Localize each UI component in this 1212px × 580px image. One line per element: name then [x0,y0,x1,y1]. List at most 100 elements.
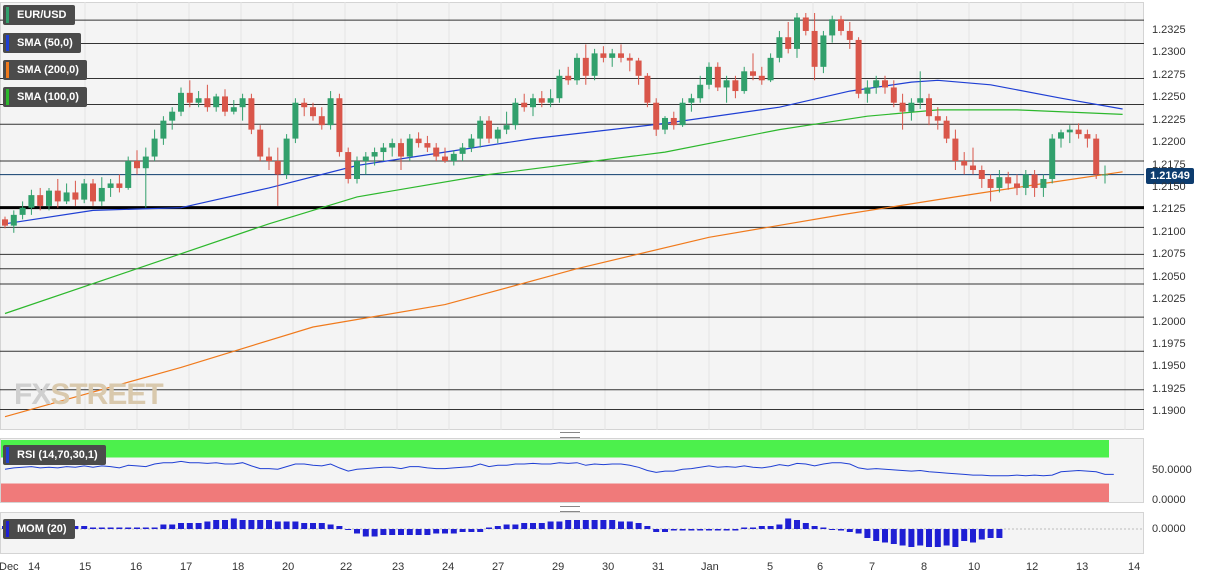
candle-up [591,53,598,76]
legend-label: RSI (14,70,30,1) [17,449,98,461]
momentum-bar [679,529,686,531]
candle-up [160,120,167,139]
momentum-bar [829,529,836,530]
price-chart-panel[interactable] [0,2,1144,430]
candle-down [926,98,932,117]
momentum-bar [72,526,79,529]
price-axis-tick: 1.2000 [1152,315,1186,328]
momentum-bar [512,524,519,529]
candle-up [98,187,105,202]
candle-down [90,183,96,202]
momentum-bar [169,524,176,529]
candle-down [134,161,140,169]
legend-label: SMA (200,0) [17,64,79,76]
candle-down [301,102,308,108]
price-axis-tick: 1.1950 [1152,360,1186,373]
momentum-bar [318,523,325,529]
momentum-bar [266,520,272,529]
candle-up [679,102,686,126]
momentum-bar [882,529,888,543]
date-axis-tick: 18 [232,561,245,573]
rsi-line [4,460,1114,477]
candle-up [380,147,387,153]
candle-up [477,120,484,139]
rsi-tick-0: 0.0000 [1152,494,1186,506]
momentum-bar [934,529,941,547]
legend-mom[interactable]: MOM (20) [3,519,75,539]
momentum-bar [310,523,316,529]
momentum-bar [855,529,862,534]
candle-down [855,39,862,94]
momentum-bar [838,529,844,531]
momentum-bar [486,527,492,529]
momentum-bar [644,526,651,529]
momentum-bar [521,523,528,529]
candle-down [626,57,633,61]
candle-down [116,183,123,188]
momentum-bar [389,529,396,535]
momentum-bar [547,521,554,529]
candle-down [670,117,677,126]
legend-sma-50[interactable]: SMA (50,0) [3,33,81,53]
candle-up [530,98,536,108]
momentum-bar [662,529,668,532]
fxstreet-watermark: FXSTREET [14,378,164,411]
momentum-bar [908,529,915,547]
momentum-bar [635,523,642,529]
candle-down [415,138,422,144]
candle-down [538,98,545,103]
candle-down [653,102,660,130]
momentum-bar [213,520,220,529]
candle-down [186,92,193,103]
price-axis-tick: 1.2125 [1152,203,1186,216]
momentum-bar [459,529,466,532]
candle-down [1075,129,1082,135]
momentum-bar [996,529,1003,538]
legend-label: SMA (100,0) [17,91,79,103]
price-axis-tick: 1.2300 [1152,46,1186,59]
momentum-bar [706,529,712,531]
price-chart[interactable] [0,0,1144,432]
rsi-tick-50: 50.0000 [1152,464,1192,476]
momentum-bar [151,527,158,529]
candle-down [318,116,325,126]
date-axis-tick: 10 [968,561,981,573]
date-axis-tick: 30 [602,561,615,573]
momentum-bar [952,529,959,547]
candle-up [767,57,774,81]
candle-down [618,53,624,58]
date-axis-tick: 6 [817,561,824,573]
candle-down [644,75,651,103]
candle-up [723,80,730,88]
candle-up [512,102,519,126]
candle-down [1005,177,1012,184]
candle-up [327,98,334,126]
legend-sma-100[interactable]: SMA (100,0) [3,87,87,107]
legend-sma-200[interactable]: SMA (200,0) [3,60,87,80]
momentum-bar [345,529,352,530]
momentum-bar [776,524,783,529]
momentum-bar [811,526,818,529]
momentum-bar [626,521,633,529]
date-axis-tick: 5 [767,561,774,573]
panel-resize-handle[interactable] [560,506,580,512]
momentum-bar [301,523,308,529]
candle-up [1049,138,1056,179]
candle-down [1084,134,1091,139]
candle-down [1014,183,1020,188]
candle-up [556,75,563,99]
candle-up [28,195,35,208]
momentum-bar [477,529,484,532]
legend-eurusd[interactable]: EUR/USD [3,5,75,25]
date-axis-tick: 27 [492,561,505,573]
momentum-bar [134,527,140,529]
candle-up [547,98,554,103]
candle-up [178,92,184,112]
momentum-bar [670,529,677,531]
candle-up [697,84,704,99]
candle-down [987,178,994,188]
panel-resize-handle[interactable] [560,432,580,438]
candle-down [758,75,765,81]
momentum-bar [81,526,88,529]
legend-rsi[interactable]: RSI (14,70,30,1) [3,445,106,465]
